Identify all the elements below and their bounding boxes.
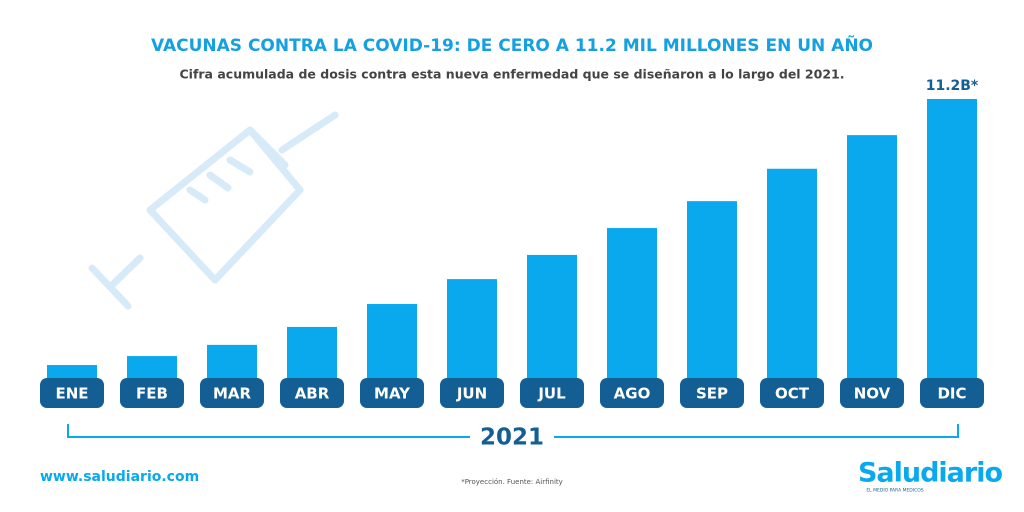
chart-subtitle: Cifra acumulada de dosis contra esta nue…: [180, 67, 845, 82]
category-pill: [840, 378, 904, 408]
brand-logo: Saludiario: [858, 458, 1003, 489]
x-tick-label: ENE: [55, 385, 88, 403]
bar: [687, 201, 737, 388]
category-pill: [280, 378, 344, 408]
source-note: *Proyección. Fuente: Airfinity: [461, 478, 563, 486]
brand-tagline: EL MEDIO PARA MEDICOS: [866, 488, 923, 494]
bar: [527, 254, 577, 388]
category-pill: [440, 378, 504, 408]
x-tick-label: JUL: [537, 385, 566, 403]
category-pill: [120, 378, 184, 408]
bar: [447, 279, 497, 388]
x-tick-label: DIC: [937, 385, 966, 403]
bar: [767, 168, 817, 388]
bar: [367, 304, 417, 388]
website: www.saludiario.com: [40, 469, 199, 485]
bar: [287, 326, 337, 388]
x-tick-label: FEB: [136, 385, 168, 403]
x-tick-label: JUN: [456, 385, 487, 403]
x-tick-label: SEP: [696, 385, 728, 403]
x-axis-label: 2021: [480, 425, 544, 451]
category-pill: [600, 378, 664, 408]
year-bracket: [67, 424, 959, 438]
bar: [607, 228, 657, 388]
x-tick-label: NOV: [854, 385, 891, 403]
category-pill: [360, 378, 424, 408]
category-pill: [760, 378, 824, 408]
syringe-decoration: [88, 111, 339, 310]
category-pill: [920, 378, 984, 408]
x-tick-label: ABR: [295, 385, 330, 403]
category-pill: [520, 378, 584, 408]
x-tick-label: MAR: [213, 385, 252, 403]
x-tick-label: AGO: [614, 385, 651, 403]
category-pill: [680, 378, 744, 408]
bar: [847, 135, 897, 388]
bar: [927, 99, 977, 388]
category-pill: [40, 378, 104, 408]
chart-title: VACUNAS CONTRA LA COVID-19: DE CERO A 11…: [151, 33, 873, 56]
x-tick-label: MAY: [374, 385, 411, 403]
x-tick-label: OCT: [775, 385, 810, 403]
value-label: 11.2B*: [926, 78, 979, 94]
category-pill: [200, 378, 264, 408]
